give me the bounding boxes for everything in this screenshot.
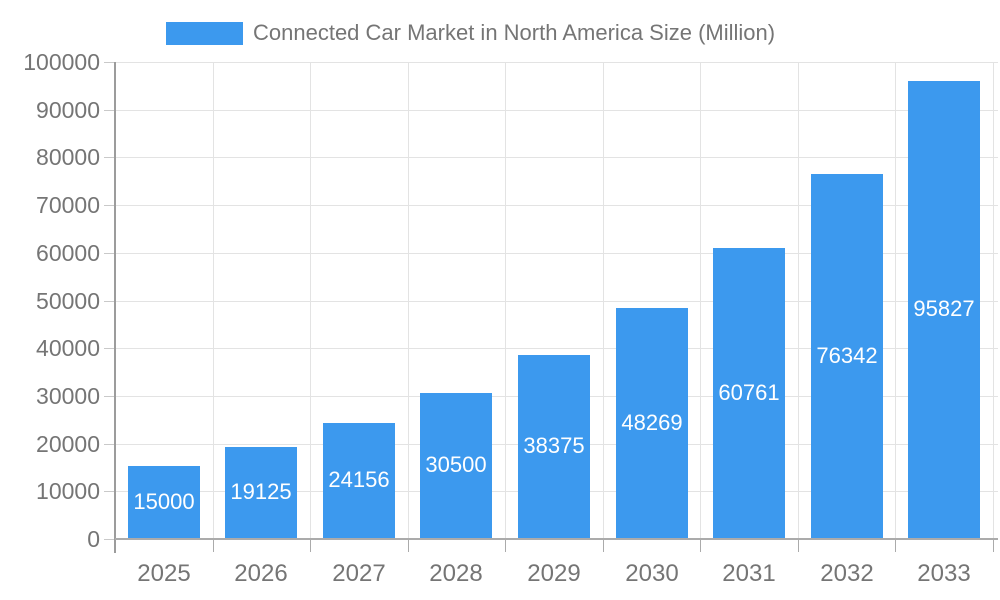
- bar: [811, 174, 883, 538]
- h-gridline: [115, 110, 998, 111]
- legend-swatch: [166, 21, 243, 45]
- v-gridline: [700, 62, 701, 539]
- bar: [713, 248, 785, 538]
- bar-value-label: 76342: [816, 343, 878, 368]
- y-tick: [104, 253, 115, 254]
- v-gridline: [993, 62, 994, 539]
- x-tick: [700, 539, 701, 552]
- bar-value-label: 30500: [425, 452, 487, 477]
- bar: [518, 355, 590, 538]
- bar: [420, 393, 492, 538]
- bar-value-label: 48269: [621, 410, 683, 435]
- h-gridline: [115, 205, 998, 206]
- y-tick: [104, 491, 115, 492]
- bar-value-label: 95827: [913, 296, 975, 321]
- y-tick: [104, 110, 115, 111]
- y-axis-label: 80000: [36, 144, 100, 170]
- v-gridline: [895, 62, 896, 539]
- bar: [323, 423, 395, 538]
- x-axis-label: 2030: [625, 560, 679, 587]
- bar-value-label: 24156: [328, 467, 390, 492]
- x-axis-label: 2031: [722, 560, 776, 587]
- bar: [225, 447, 297, 538]
- x-axis-label: 2029: [527, 560, 581, 587]
- bar-value-label: 19125: [230, 479, 292, 504]
- y-tick: [104, 348, 115, 349]
- y-tick: [104, 539, 115, 540]
- x-axis-label: 2033: [917, 560, 971, 587]
- y-axis-label: 10000: [36, 478, 100, 504]
- y-tick: [104, 62, 115, 63]
- x-axis-label: 2028: [429, 560, 483, 587]
- y-axis-line: [114, 62, 116, 553]
- y-axis-label: 50000: [36, 288, 100, 314]
- bar-value-label: 15000: [133, 489, 195, 514]
- y-tick: [104, 396, 115, 397]
- y-tick: [104, 205, 115, 206]
- v-gridline: [505, 62, 506, 539]
- y-axis-label: 30000: [36, 383, 100, 409]
- x-axis-label: 2025: [137, 560, 191, 587]
- v-gridline: [213, 62, 214, 539]
- bar: [616, 308, 688, 538]
- y-axis-label: 0: [87, 526, 100, 552]
- h-gridline: [115, 157, 998, 158]
- h-gridline: [115, 348, 998, 349]
- y-axis-label: 60000: [36, 240, 100, 266]
- x-tick: [603, 539, 604, 552]
- v-gridline: [310, 62, 311, 539]
- y-tick: [104, 444, 115, 445]
- x-tick: [505, 539, 506, 552]
- y-axis-label: 40000: [36, 335, 100, 361]
- v-gridline: [603, 62, 604, 539]
- y-axis-label: 70000: [36, 192, 100, 218]
- h-gridline: [115, 253, 998, 254]
- x-tick: [213, 539, 214, 552]
- x-axis-line: [115, 538, 998, 540]
- x-tick: [310, 539, 311, 552]
- x-tick: [408, 539, 409, 552]
- h-gridline: [115, 301, 998, 302]
- x-axis-label: 2027: [332, 560, 386, 587]
- y-tick: [104, 301, 115, 302]
- x-tick: [895, 539, 896, 552]
- bar-value-label: 38375: [523, 433, 585, 458]
- bar-value-label: 60761: [718, 380, 780, 405]
- x-axis-label: 2026: [234, 560, 288, 587]
- v-gridline: [798, 62, 799, 539]
- h-gridline: [115, 62, 998, 63]
- bar: [908, 81, 980, 538]
- y-tick: [104, 157, 115, 158]
- x-tick: [798, 539, 799, 552]
- x-axis-label: 2032: [820, 560, 874, 587]
- y-axis-label: 90000: [36, 97, 100, 123]
- v-gridline: [408, 62, 409, 539]
- chart-title: Connected Car Market in North America Si…: [253, 20, 776, 45]
- y-axis-label: 100000: [23, 49, 100, 75]
- chart-legend: Connected Car Market in North America Si…: [166, 20, 775, 46]
- x-tick: [993, 539, 994, 552]
- bar: [128, 466, 200, 538]
- y-axis-label: 20000: [36, 431, 100, 457]
